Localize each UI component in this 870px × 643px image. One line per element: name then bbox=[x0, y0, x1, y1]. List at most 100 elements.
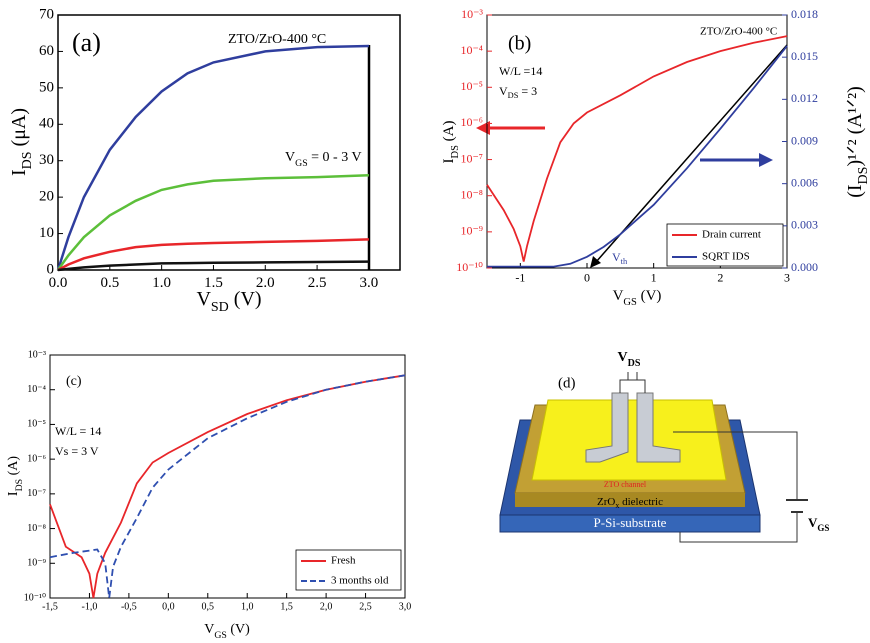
y-tick-label: 30 bbox=[39, 152, 54, 168]
vds-wire bbox=[619, 372, 646, 393]
text-part: V bbox=[499, 84, 508, 98]
legend-box bbox=[295, 549, 402, 591]
x-tick-label: 2,5 bbox=[359, 601, 372, 612]
text-sub: DS bbox=[508, 91, 519, 100]
y2-tick-label: 0.009 bbox=[791, 133, 818, 147]
text-part: V bbox=[612, 250, 621, 264]
y-tick-label: 10⁻¹⁰ bbox=[456, 260, 483, 274]
legend-label: 3 months old bbox=[331, 575, 389, 587]
channel bbox=[531, 399, 727, 481]
text-sub: DS bbox=[450, 145, 461, 159]
legend-label: Drain current bbox=[702, 229, 761, 241]
x-tick-label: 1,0 bbox=[241, 601, 254, 612]
annotation: Vs = 3 V bbox=[55, 444, 99, 458]
data-line bbox=[49, 374, 406, 599]
y2-tick-label: 0.018 bbox=[791, 7, 818, 21]
x-tick-label: -1,5 bbox=[42, 601, 58, 612]
text-sub: th bbox=[621, 257, 628, 266]
x-tick-label: 1.5 bbox=[204, 275, 223, 291]
label-sub: DS bbox=[628, 358, 641, 369]
text-sub: GS bbox=[214, 630, 227, 641]
legend-label: SQRT IDS bbox=[702, 251, 750, 263]
y2-axis-label: (IDS)¹ᐟ² (A¹ᐟ²) bbox=[844, 86, 870, 198]
data-line bbox=[56, 174, 369, 271]
annotation: ZTO/ZrO-400 °C bbox=[228, 32, 326, 47]
y-tick-label: 10⁻⁴ bbox=[460, 43, 483, 57]
y-tick-label: 70 bbox=[39, 6, 54, 22]
arrow-head bbox=[759, 153, 773, 167]
y-axis-label: IDS (A) bbox=[441, 120, 460, 163]
x-tick-label: 0,5 bbox=[202, 601, 215, 612]
y-tick-label: 10⁻⁹ bbox=[460, 224, 483, 238]
x-tick-label: 1,5 bbox=[280, 601, 293, 612]
y-tick-label: 10⁻⁵ bbox=[460, 79, 483, 93]
vgs-wire bbox=[673, 431, 798, 543]
y-tick-label: 10⁻⁶ bbox=[460, 115, 483, 129]
y2-tick-label: 0.015 bbox=[791, 49, 818, 63]
label-part: ZrO bbox=[597, 496, 615, 508]
text-sub: DS bbox=[14, 479, 25, 492]
y-tick-label: 10⁻¹⁰ bbox=[24, 592, 46, 603]
annotation: (a) bbox=[72, 28, 101, 57]
text-part: = 0 - 3 V bbox=[308, 150, 362, 165]
text-sub: DS bbox=[856, 167, 870, 185]
substrate-side bbox=[499, 514, 761, 533]
channel-label: ZTO channel bbox=[604, 480, 647, 489]
x-tick-label: 2.0 bbox=[256, 275, 275, 291]
y2-tick-label: 0.012 bbox=[791, 91, 818, 105]
vds-label: VDS bbox=[618, 350, 641, 369]
legend-label: Fresh bbox=[331, 555, 356, 567]
x-tick-label: -0,5 bbox=[121, 601, 137, 612]
y-tick-label: 10⁻⁴ bbox=[27, 384, 46, 395]
x-tick-label: 3,0 bbox=[399, 601, 412, 612]
text-sub: GS bbox=[295, 158, 308, 169]
annotation: W/L =14 bbox=[499, 64, 542, 78]
y2-tick-label: 0.000 bbox=[791, 260, 818, 274]
plot-frame bbox=[49, 354, 406, 599]
drain-electrode bbox=[636, 392, 681, 463]
data-line bbox=[56, 44, 369, 271]
panel-label: (d) bbox=[558, 375, 576, 391]
annotation: Vth bbox=[612, 250, 628, 267]
y-tick-label: 10⁻³ bbox=[461, 7, 483, 21]
y-tick-label: 10 bbox=[39, 225, 54, 241]
x-axis-label: VSD (V) bbox=[196, 288, 261, 315]
text-part: (μA) bbox=[8, 108, 30, 152]
y-tick-label: 10⁻⁷ bbox=[27, 488, 46, 499]
annotation: W/L = 14 bbox=[55, 424, 101, 438]
x-tick-label: 1 bbox=[651, 271, 657, 285]
y-tick-label: 10⁻⁶ bbox=[27, 453, 46, 464]
dielectric-side bbox=[515, 493, 745, 507]
x-tick-label: -1 bbox=[515, 271, 525, 285]
x-tick-label: 3.0 bbox=[360, 275, 379, 291]
text-part: V bbox=[204, 622, 214, 637]
y-tick-label: 0 bbox=[47, 261, 55, 277]
annotation: ZTO/ZrO-400 °C bbox=[700, 26, 777, 38]
label-part: dielectric bbox=[619, 496, 663, 508]
x-axis-label: VGS (V) bbox=[613, 288, 662, 307]
text-part: (V) bbox=[637, 288, 662, 304]
label-part: V bbox=[618, 350, 628, 365]
y2-tick-label: 0.003 bbox=[791, 218, 818, 232]
data-line bbox=[487, 45, 788, 268]
x-tick-label: 3 bbox=[784, 271, 790, 285]
text-part: V bbox=[196, 288, 211, 310]
dielectric-label: ZrOx dielectric bbox=[597, 496, 663, 511]
y-tick-label: 10⁻⁸ bbox=[460, 187, 483, 201]
plot-frame bbox=[57, 14, 401, 271]
x-tick-label: 2,0 bbox=[320, 601, 333, 612]
x-tick-label: 0.0 bbox=[49, 275, 68, 291]
y-tick-label: 40 bbox=[39, 116, 54, 132]
x-tick-label: -1,0 bbox=[82, 601, 98, 612]
y-tick-label: 10⁻³ bbox=[28, 349, 46, 360]
text-part: (I bbox=[844, 184, 866, 197]
y-tick-label: 20 bbox=[39, 189, 54, 205]
label-sub: GS bbox=[817, 523, 829, 533]
y-axis-label: IDS (A) bbox=[6, 456, 25, 496]
x-tick-label: 0 bbox=[584, 271, 590, 285]
annotation: (c) bbox=[66, 374, 82, 389]
y-axis-label: IDS (μA) bbox=[8, 108, 35, 176]
data-line bbox=[486, 35, 788, 262]
text-part: V bbox=[613, 288, 624, 304]
